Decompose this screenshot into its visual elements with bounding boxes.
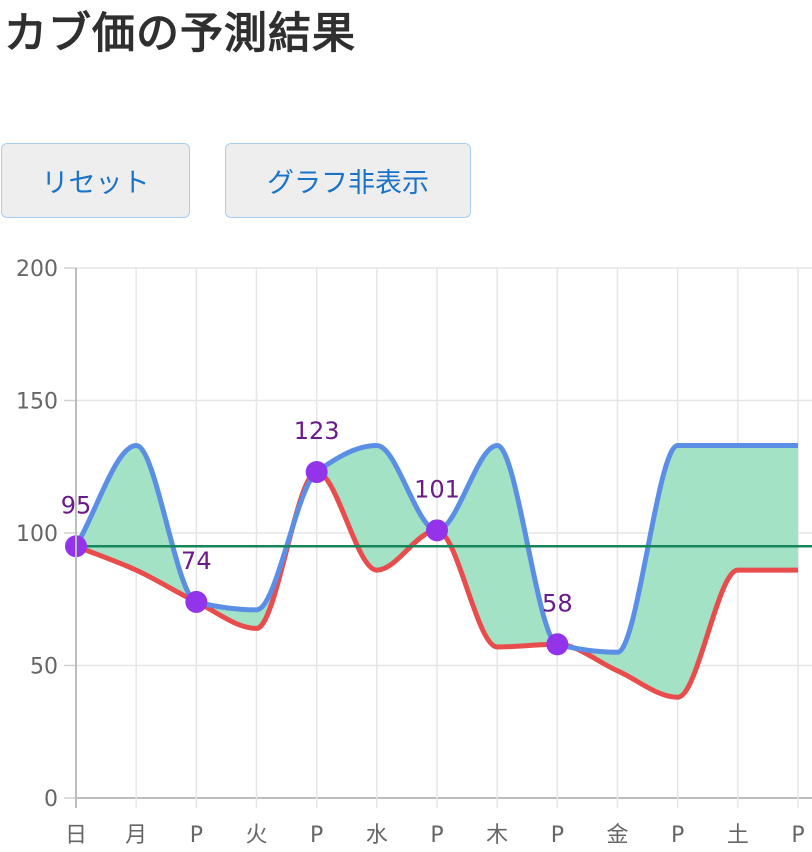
x-tick-label: 月 <box>125 823 147 848</box>
page-title: カブ価の予測結果 <box>4 9 356 59</box>
x-tick-label: P <box>671 823 684 848</box>
x-tick-label: P <box>791 823 804 848</box>
x-tick-label: 火 <box>245 823 267 848</box>
observed-price-point <box>305 461 328 484</box>
x-tick-label: P <box>310 823 323 848</box>
x-tick-label: P <box>430 823 443 848</box>
x-tick-label: 水 <box>366 823 388 848</box>
data-label: 101 <box>414 475 460 503</box>
x-tick-label: P <box>190 823 203 848</box>
data-label: 58 <box>542 589 573 617</box>
data-label: 123 <box>294 417 340 445</box>
x-tick-label: 木 <box>486 823 508 848</box>
observed-price-point <box>185 590 208 613</box>
x-tick-label: 土 <box>727 823 749 848</box>
y-tick-label: 0 <box>44 787 58 812</box>
observed-price-point <box>426 519 448 542</box>
x-tick-label: 日 <box>65 823 87 848</box>
hide-graph-button[interactable]: グラフ非表示 <box>225 143 471 218</box>
range-fill-area <box>76 445 798 698</box>
price-forecast-chart: 957412310158 050100150200日月 P 火 P 水 P 木 P 金 P 土 P <box>16 257 812 848</box>
x-tick-label: P <box>551 823 564 848</box>
y-tick-label: 100 <box>16 522 58 547</box>
y-tick-label: 200 <box>16 257 58 282</box>
reset-button[interactable]: リセット <box>1 143 190 218</box>
y-tick-label: 150 <box>16 390 58 415</box>
observed-price-point <box>546 633 569 656</box>
x-tick-label: 金 <box>606 823 628 848</box>
y-tick-label: 50 <box>30 655 58 680</box>
data-label: 74 <box>181 547 212 575</box>
